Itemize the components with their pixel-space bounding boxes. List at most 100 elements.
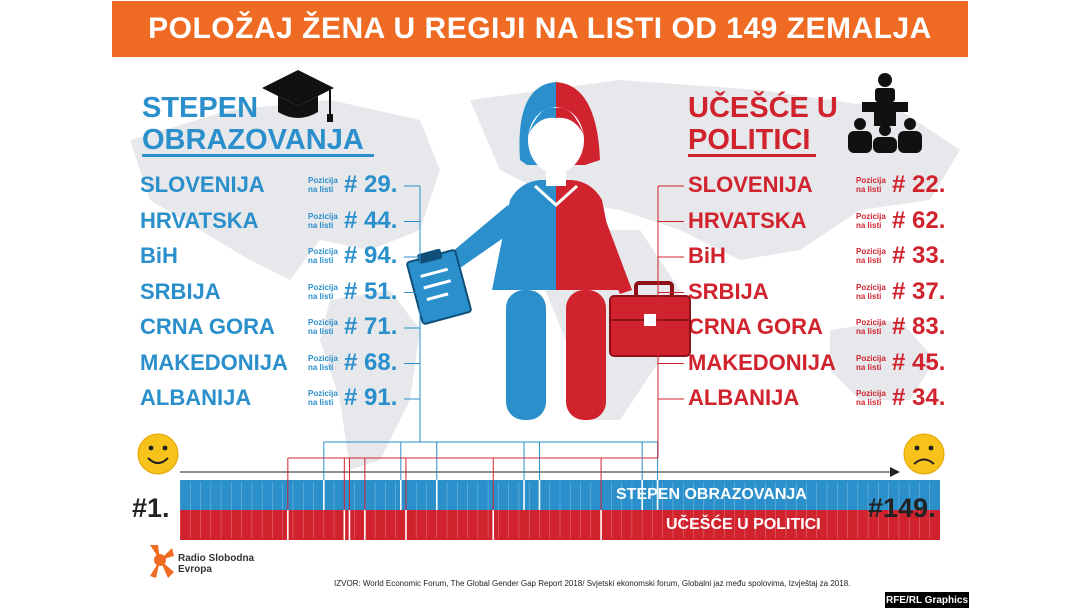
position-label-line2: na listi [308, 256, 334, 265]
politics-scale-bar [180, 510, 940, 540]
position-label-line1: Pozicija [856, 211, 886, 221]
country-name: SLOVENIJA [140, 172, 265, 197]
education-row: CRNA GORA Pozicija na listi # 71. [140, 313, 397, 341]
politics-row: SLOVENIJA Pozicija na listi # 22. [688, 171, 945, 199]
rank-value: # 33. [892, 242, 946, 269]
country-name: ALBANIJA [140, 385, 252, 410]
position-label-line1: Pozicija [856, 176, 886, 185]
position-label-line2: na listi [308, 398, 334, 407]
country-name: BiH [140, 243, 178, 268]
position-label: Pozicija na listi [856, 283, 892, 301]
position-label: Pozicija na listi [308, 389, 344, 407]
position-label: Pozicija na listi [856, 212, 892, 230]
position-label-line1: Pozicija [856, 353, 886, 363]
position-label-line1: Pozicija [308, 247, 338, 256]
position-label: Pozicija na listi [308, 318, 344, 336]
politics-heading: UČEŠĆE U POLITICI [688, 92, 838, 157]
position-label-line1: Pozicija [308, 389, 338, 398]
position-label-line2: na listi [856, 398, 882, 407]
position-label-line1: Pozicija [856, 389, 886, 398]
education-heading-line1: STEPEN [142, 92, 259, 124]
position-label-line1: Pozicija [856, 318, 886, 327]
logo-text: Radio Slobodna Evropa [178, 553, 254, 575]
education-bar-label: STEPEN OBRAZOVANJA [616, 486, 807, 503]
education-heading-underline [142, 154, 374, 157]
position-label-line1: Pozicija [308, 211, 338, 221]
country-name: SRBIJA [140, 278, 221, 304]
rank-value: # 44. [344, 206, 398, 234]
position-label-line2: na listi [856, 220, 882, 230]
rank-value: # 94. [344, 242, 398, 269]
country-name: CRNA GORA [688, 314, 823, 339]
education-heading-line2: OBRAZOVANJA [142, 124, 364, 156]
politics-heading-line2: POLITICI [688, 124, 811, 156]
logo-text-line2: Evropa [178, 564, 212, 575]
position-label: Pozicija na listi [856, 354, 892, 372]
politics-row: BiH Pozicija na listi # 33. [688, 242, 945, 270]
politics-row: ALBANIJA Pozicija na listi # 34. [688, 384, 945, 412]
woman-figure [440, 82, 632, 420]
education-row: MAKEDONIJA Pozicija na listi # 68. [140, 349, 397, 377]
rank-value: # 68. [344, 348, 398, 376]
rse-logo-icon [150, 545, 174, 578]
scale-axis-arrow [890, 467, 900, 477]
country-name: HRVATSKA [688, 207, 807, 233]
politics-heading-line1: UČEŠĆE U [688, 92, 838, 124]
position-label-line2: na listi [856, 185, 882, 194]
country-name: BiH [688, 243, 726, 268]
position-label: Pozicija na listi [856, 389, 892, 407]
country-name: SRBIJA [688, 278, 769, 304]
logo-text-line1: Radio Slobodna [178, 553, 255, 564]
politics-row: MAKEDONIJA Pozicija na listi # 45. [688, 349, 945, 377]
education-row: SLOVENIJA Pozicija na listi # 29. [140, 171, 397, 199]
scale-end-label: #149. [868, 493, 936, 523]
rank-value: # 22. [892, 171, 946, 198]
rank-value: # 62. [892, 206, 946, 234]
rank-value: # 91. [344, 384, 398, 411]
education-scale-bar [180, 480, 940, 510]
clipboard-icon [406, 248, 472, 325]
politics-row: HRVATSKA Pozicija na listi # 62. [688, 207, 945, 235]
education-row: BiH Pozicija na listi # 94. [140, 242, 397, 270]
position-label: Pozicija na listi [856, 247, 892, 265]
page-title: POLOŽAJ ŽENA U REGIJI NA LISTI OD 149 ZE… [148, 12, 932, 45]
rank-value: # 71. [344, 313, 398, 340]
position-label-line2: na listi [856, 362, 882, 372]
education-row: ALBANIJA Pozicija na listi # 91. [140, 384, 397, 412]
country-name: SLOVENIJA [688, 172, 813, 197]
position-label-line2: na listi [856, 256, 882, 265]
country-name: MAKEDONIJA [688, 349, 836, 375]
country-name: MAKEDONIJA [140, 349, 288, 375]
education-heading: STEPEN OBRAZOVANJA [142, 92, 374, 157]
rank-value: # 29. [344, 171, 398, 198]
position-label-line2: na listi [308, 185, 334, 194]
position-label-line1: Pozicija [856, 247, 886, 256]
country-name: ALBANIJA [688, 385, 800, 410]
position-label: Pozicija na listi [308, 176, 344, 194]
position-label: Pozicija na listi [308, 247, 344, 265]
rank-value: # 34. [892, 384, 946, 411]
country-name: CRNA GORA [140, 314, 275, 339]
position-label-line1: Pozicija [308, 176, 338, 185]
rank-value: # 37. [892, 277, 946, 305]
credit-badge: RFE/RL Graphics [885, 592, 969, 608]
briefcase-icon [609, 281, 691, 357]
education-row: HRVATSKA Pozicija na listi # 44. [140, 207, 397, 235]
scale-start-label: #1. [132, 493, 170, 523]
politics-row: SRBIJA Pozicija na listi # 37. [688, 278, 945, 306]
podium-audience-icon [848, 73, 922, 153]
position-label: Pozicija na listi [308, 212, 344, 230]
position-label-line1: Pozicija [856, 282, 886, 292]
rank-value: # 51. [344, 277, 398, 305]
politics-heading-underline [688, 154, 816, 157]
position-label-line2: na listi [308, 327, 334, 336]
position-label-line1: Pozicija [308, 353, 338, 363]
happy-face-icon [137, 433, 179, 475]
position-label: Pozicija na listi [856, 318, 892, 336]
position-label-line2: na listi [308, 220, 334, 230]
position-label: Pozicija na listi [308, 354, 344, 372]
education-row: SRBIJA Pozicija na listi # 51. [140, 278, 397, 306]
country-name: HRVATSKA [140, 207, 259, 233]
politics-bar-label: UČEŠĆE U POLITICI [666, 516, 821, 533]
